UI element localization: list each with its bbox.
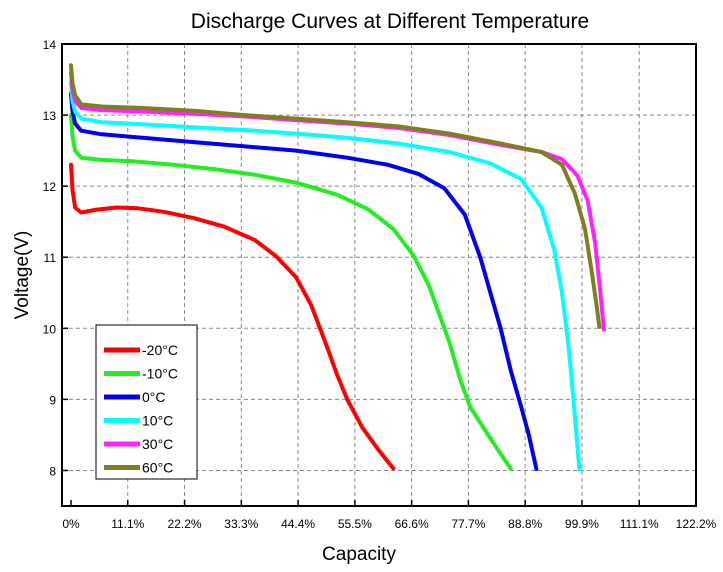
y-axis-title: Voltage(V) bbox=[12, 231, 33, 320]
y-tick-label: 8 bbox=[49, 464, 56, 478]
x-tick-label: 33.3% bbox=[224, 517, 258, 531]
x-tick-layer: 0% 11.1% 22.2% 33.3% 44.4% 55.5% 66.6% 77.7% 88.… bbox=[62, 500, 717, 531]
legend-label: -20°C bbox=[142, 342, 178, 358]
legend-label: -10°C bbox=[142, 366, 178, 382]
x-tick-label: 44.4% bbox=[281, 517, 315, 531]
x-tick-label: 22.2% bbox=[168, 517, 202, 531]
series-line bbox=[69, 113, 513, 471]
x-tick-label: 55.5% bbox=[338, 517, 372, 531]
x-tick-label: 122.2% bbox=[676, 517, 717, 531]
series-layer bbox=[69, 63, 606, 471]
legend-label: 60°C bbox=[142, 460, 173, 476]
x-tick-label: 88.8% bbox=[508, 517, 542, 531]
y-tick-layer: 8 9 10 11 12 13 14 bbox=[43, 38, 68, 478]
series-line bbox=[69, 162, 396, 471]
x-axis-title: Capacity bbox=[322, 544, 396, 565]
x-tick-label: 111.1% bbox=[620, 517, 659, 531]
series-line bbox=[69, 63, 602, 329]
series-line bbox=[69, 70, 606, 332]
chart-title: Discharge Curves at Different Temperatur… bbox=[191, 10, 589, 33]
y-tick-label: 13 bbox=[43, 109, 57, 123]
legend-label: 30°C bbox=[142, 436, 173, 452]
y-tick-label: 12 bbox=[43, 180, 57, 194]
series-line bbox=[69, 81, 582, 471]
x-tick-label: 77.7% bbox=[451, 517, 485, 531]
legend-label: 10°C bbox=[142, 413, 173, 429]
y-tick-label: 10 bbox=[43, 322, 57, 336]
plot-frame bbox=[61, 43, 697, 507]
x-tick-label: 11.1% bbox=[111, 517, 144, 531]
y-tick-label: 9 bbox=[49, 393, 56, 407]
y-tick-label: 14 bbox=[43, 38, 57, 52]
legend-label: 0°C bbox=[142, 389, 166, 405]
y-tick-label: 11 bbox=[44, 251, 57, 265]
x-tick-label: 0% bbox=[62, 517, 80, 531]
x-tick-label: 66.6% bbox=[395, 517, 429, 531]
series-line bbox=[69, 91, 539, 471]
legend: -20°C -10°C 0°C 10°C 30°C 60°C bbox=[95, 324, 198, 480]
x-tick-label: 99.9% bbox=[565, 517, 599, 531]
